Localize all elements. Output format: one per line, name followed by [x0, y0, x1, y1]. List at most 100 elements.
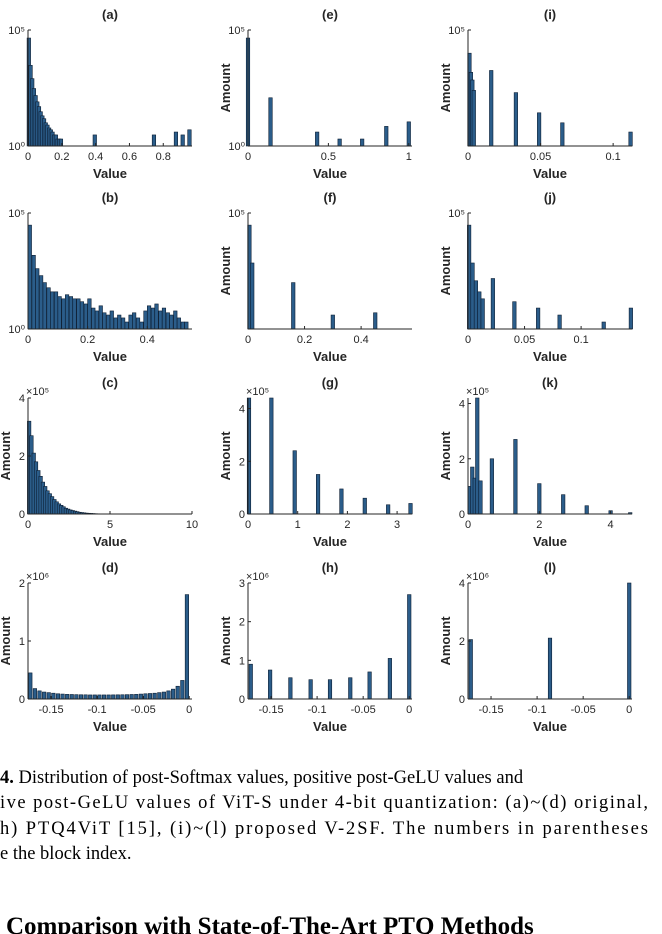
- y-tick-label: 10⁵: [448, 25, 465, 37]
- bar: [339, 488, 344, 515]
- x-tick-label: -0.15: [258, 704, 283, 716]
- bar: [316, 474, 321, 515]
- panel-title: (d): [102, 560, 119, 575]
- bar: [65, 694, 70, 700]
- x-axis-label: Value: [313, 166, 347, 181]
- y-tick-label: 2: [239, 617, 245, 629]
- bar: [373, 312, 378, 330]
- y-tick-label: 0: [19, 509, 25, 521]
- bar: [148, 693, 153, 700]
- x-tick-label: 2: [536, 519, 542, 531]
- y-tick-label: 0: [239, 694, 245, 706]
- x-tick-label: -0.15: [478, 704, 503, 716]
- panel-title: (e): [322, 7, 338, 22]
- bar: [51, 692, 56, 700]
- y-multiplier: ×10⁶: [466, 571, 489, 583]
- x-tick-label: -0.1: [528, 704, 547, 716]
- y-tick-label: 10⁵: [8, 25, 25, 37]
- bar: [161, 307, 167, 330]
- x-tick-label: 0.6: [122, 151, 137, 163]
- bar: [470, 262, 475, 330]
- x-tick-label: 4: [608, 519, 614, 531]
- panel-title: (j): [544, 190, 556, 205]
- x-tick-label: 0.4: [88, 151, 103, 163]
- x-tick-label: 1: [406, 151, 412, 163]
- x-axis-label: Value: [93, 719, 127, 734]
- panel-title: (l): [544, 560, 556, 575]
- x-tick-label: -0.1: [88, 704, 107, 716]
- panel-title: (k): [542, 375, 558, 390]
- bar: [152, 692, 157, 700]
- bar: [513, 92, 518, 147]
- panel-title: (g): [322, 375, 339, 390]
- x-axis-label: Value: [93, 166, 127, 181]
- bar: [184, 594, 189, 700]
- bar: [169, 314, 174, 330]
- bar: [408, 503, 413, 515]
- x-tick-label: 0.8: [156, 151, 171, 163]
- bar: [480, 298, 485, 330]
- y-tick-label: 0: [459, 509, 465, 521]
- x-tick-label: 0: [25, 151, 31, 163]
- bar: [387, 658, 392, 700]
- y-axis-label: Amount: [218, 616, 233, 666]
- bar: [46, 692, 51, 700]
- bar: [72, 298, 77, 330]
- x-tick-label: 2: [344, 519, 350, 531]
- caption-line: e the block index.: [0, 844, 132, 864]
- x-tick-label: 0: [25, 334, 31, 346]
- x-tick-label: -0.15: [38, 704, 63, 716]
- bar: [166, 690, 171, 700]
- bar: [83, 303, 88, 330]
- x-tick-label: 0.2: [80, 334, 95, 346]
- y-axis-label: Amount: [0, 616, 13, 666]
- bar: [288, 677, 293, 700]
- x-tick-label: 3: [394, 519, 400, 531]
- bar: [406, 121, 411, 147]
- x-tick-label: 0.05: [530, 151, 551, 163]
- y-tick-label: 3: [239, 578, 245, 590]
- y-axis-label: Amount: [438, 616, 453, 666]
- bar: [78, 694, 84, 700]
- bar: [513, 439, 518, 515]
- x-tick-label: 0.1: [605, 151, 620, 163]
- bar: [158, 310, 163, 330]
- bar: [557, 314, 562, 330]
- x-tick-label: 0: [245, 519, 251, 531]
- y-multiplier: ×10⁵: [246, 386, 269, 398]
- x-tick-label: 0: [245, 151, 251, 163]
- bar: [292, 450, 297, 515]
- x-axis-label: Value: [533, 534, 567, 549]
- x-tick-label: 0.2: [297, 334, 312, 346]
- bar: [27, 224, 32, 330]
- x-tick-label: 0: [465, 519, 471, 531]
- bar: [76, 298, 81, 330]
- bar: [42, 691, 47, 700]
- y-tick-label: 4: [239, 404, 245, 416]
- bar: [88, 694, 93, 700]
- y-axis-label: Amount: [218, 431, 233, 481]
- bar: [291, 282, 296, 330]
- bar: [98, 305, 103, 330]
- bar: [473, 280, 478, 330]
- bar: [57, 296, 62, 330]
- bar: [87, 298, 92, 330]
- bar: [628, 131, 633, 147]
- y-tick-label: 10⁵: [228, 208, 245, 220]
- x-tick-label: -0.05: [351, 704, 376, 716]
- bar: [161, 691, 166, 700]
- bar: [547, 637, 553, 700]
- y-axis-label: Amount: [218, 63, 233, 113]
- y-axis-label: Amount: [438, 63, 453, 113]
- bar: [315, 131, 320, 147]
- x-tick-label: 0: [626, 704, 632, 716]
- y-tick-label: 4: [459, 578, 465, 590]
- bar: [42, 282, 47, 330]
- bar: [367, 671, 372, 700]
- y-tick-label: 0: [459, 694, 465, 706]
- x-axis-label: Value: [533, 166, 567, 181]
- bar: [124, 321, 129, 330]
- y-tick-label: 2: [19, 578, 25, 590]
- bar: [120, 694, 125, 700]
